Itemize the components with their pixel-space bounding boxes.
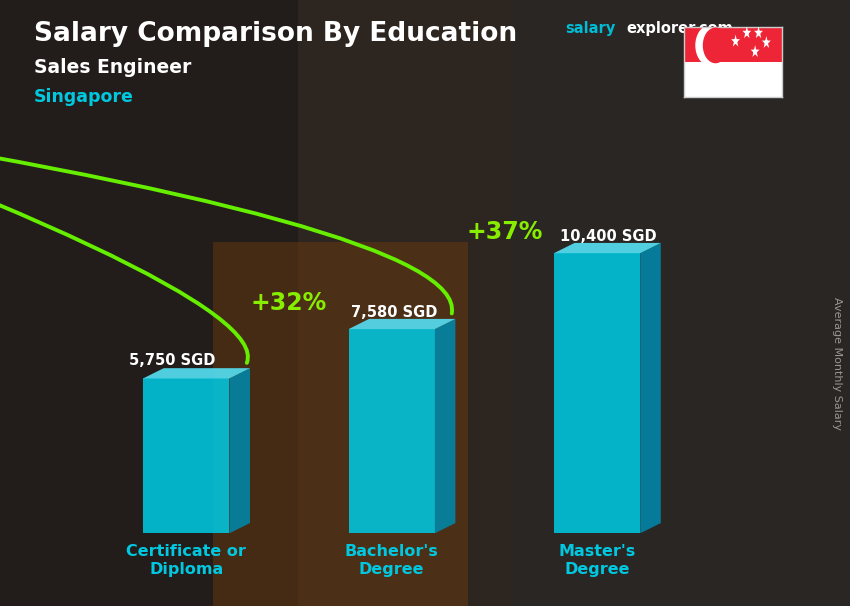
- Polygon shape: [640, 243, 660, 533]
- Polygon shape: [143, 368, 250, 378]
- Text: +37%: +37%: [467, 220, 543, 244]
- Polygon shape: [435, 319, 456, 533]
- Polygon shape: [143, 378, 230, 533]
- Text: 5,750 SGD: 5,750 SGD: [129, 353, 215, 368]
- Text: Singapore: Singapore: [34, 88, 133, 106]
- Polygon shape: [510, 0, 850, 606]
- Polygon shape: [230, 368, 250, 533]
- Bar: [684, 27, 782, 62]
- Text: Salary Comparison By Education: Salary Comparison By Education: [34, 21, 517, 47]
- Text: 10,400 SGD: 10,400 SGD: [560, 228, 657, 244]
- Polygon shape: [212, 242, 468, 606]
- Circle shape: [696, 26, 723, 65]
- Circle shape: [704, 28, 728, 62]
- Text: explorer.com: explorer.com: [626, 21, 734, 36]
- Text: Sales Engineer: Sales Engineer: [34, 58, 191, 76]
- Polygon shape: [554, 243, 660, 253]
- Polygon shape: [0, 0, 298, 606]
- Polygon shape: [751, 45, 760, 57]
- Polygon shape: [731, 35, 740, 47]
- Text: 7,580 SGD: 7,580 SGD: [351, 305, 437, 320]
- Polygon shape: [754, 26, 763, 38]
- Polygon shape: [348, 319, 456, 329]
- Text: Average Monthly Salary: Average Monthly Salary: [832, 297, 842, 430]
- Text: salary: salary: [565, 21, 615, 36]
- Text: +32%: +32%: [251, 291, 327, 315]
- Polygon shape: [554, 253, 640, 533]
- Polygon shape: [742, 26, 751, 38]
- Polygon shape: [762, 36, 771, 48]
- Polygon shape: [348, 329, 435, 533]
